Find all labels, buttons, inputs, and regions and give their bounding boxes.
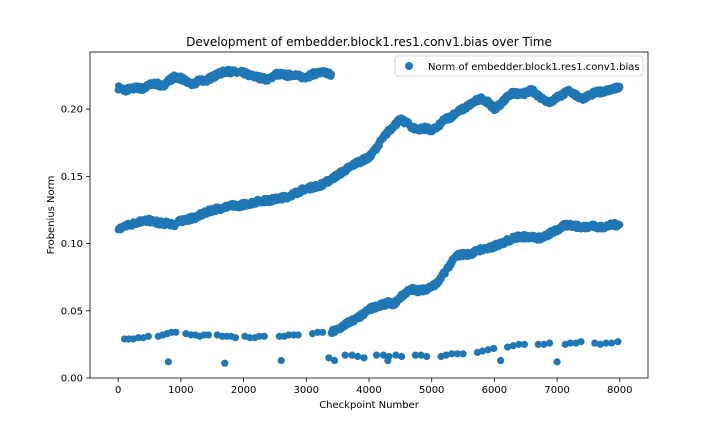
data-point-sparse	[490, 344, 498, 353]
data-point-sparse	[277, 356, 285, 365]
data-point-sparse	[596, 340, 604, 348]
data-point-sparse	[221, 359, 229, 367]
data-point-sparse	[591, 339, 599, 347]
data-point-sparse	[614, 338, 622, 346]
data-point-sparse	[172, 328, 180, 336]
data-point-sparse	[577, 338, 585, 346]
x-tick-label: 0	[115, 385, 121, 396]
data-point-sparse	[509, 342, 517, 350]
y-tick-label: 0.15	[61, 172, 83, 183]
data-point-sparse	[260, 332, 268, 340]
data-point-sparse	[553, 358, 561, 366]
data-point-sparse	[448, 350, 456, 358]
data-point-sparse	[134, 334, 142, 342]
data-point-sparse	[144, 332, 152, 340]
data-point-sparse	[354, 352, 362, 361]
data-point-sparse	[372, 351, 381, 359]
legend: Norm of embedder.block1.res1.conv1.bias	[394, 55, 644, 77]
data-point-sparse	[520, 340, 529, 348]
data-point-sparse	[379, 351, 388, 359]
data-point-sparse	[534, 340, 542, 348]
data-point-band-2	[616, 84, 624, 92]
x-tick-label: 4000	[356, 385, 381, 396]
data-point-sparse	[411, 351, 419, 359]
data-point-sparse	[360, 354, 368, 362]
data-point-sparse	[566, 339, 574, 347]
data-point-sparse	[231, 334, 240, 342]
data-points	[114, 65, 624, 367]
y-tick-label: 0.10	[61, 239, 83, 250]
x-tick-label: 6000	[482, 385, 507, 396]
data-point-sparse	[459, 350, 467, 358]
x-tick-label: 8000	[607, 385, 632, 396]
data-point-sparse	[164, 358, 172, 366]
data-point-sparse	[453, 350, 461, 358]
data-point-sparse	[478, 347, 487, 355]
data-point-sparse	[325, 354, 333, 362]
data-point-sparse	[497, 356, 505, 365]
data-point-sparse	[484, 346, 492, 354]
data-point-sparse	[442, 351, 450, 359]
data-point-sparse	[417, 351, 425, 359]
chart-title: Development of embedder.block1.res1.conv…	[186, 35, 552, 49]
data-point-sparse	[348, 351, 356, 359]
y-tick-label: 0.05	[61, 306, 83, 317]
data-point-sparse	[515, 340, 523, 348]
data-point-sparse	[313, 328, 322, 336]
legend-marker	[405, 62, 413, 70]
data-point-sparse	[540, 340, 548, 348]
x-tick-label: 7000	[544, 385, 569, 396]
y-tick-label: 0.00	[61, 374, 83, 385]
data-point-sparse	[294, 331, 302, 339]
y-tick-label: 0.20	[61, 105, 83, 116]
x-tick-label: 1000	[168, 385, 193, 396]
data-point-band-3	[616, 221, 624, 229]
data-point-sparse	[545, 339, 554, 347]
data-point-band-1	[327, 70, 335, 78]
x-axis: 0 1000 2000 3000 4000 5000 6000 7000 8000	[115, 378, 633, 396]
plot-frame	[89, 51, 649, 379]
legend-box	[394, 55, 644, 77]
data-point-sparse	[392, 351, 400, 359]
x-tick-label: 5000	[419, 385, 444, 396]
data-point-sparse	[246, 334, 254, 342]
data-point-sparse	[608, 339, 616, 347]
data-point-sparse	[275, 332, 283, 340]
data-point-sparse	[423, 352, 431, 361]
data-point-sparse	[285, 331, 293, 339]
plot-area	[90, 52, 648, 378]
data-point-sparse	[503, 343, 512, 351]
data-point-sparse	[204, 331, 213, 339]
data-point-sparse	[341, 351, 349, 359]
legend-label: Norm of embedder.block1.res1.conv1.bias	[428, 62, 640, 73]
x-tick-label: 3000	[294, 385, 319, 396]
data-point-sparse	[255, 332, 263, 340]
x-tick-label: 2000	[231, 385, 256, 396]
data-point-sparse	[319, 328, 327, 336]
x-axis-label: Checkpoint Number	[319, 400, 420, 411]
data-point-sparse	[398, 352, 406, 361]
y-axis-label: Frobenius Norm	[46, 176, 57, 255]
data-point-sparse	[330, 356, 339, 365]
data-point-sparse	[384, 356, 392, 365]
y-axis: 0.00 0.05 0.10 0.15 0.20	[61, 105, 90, 385]
data-point-sparse	[602, 339, 610, 347]
